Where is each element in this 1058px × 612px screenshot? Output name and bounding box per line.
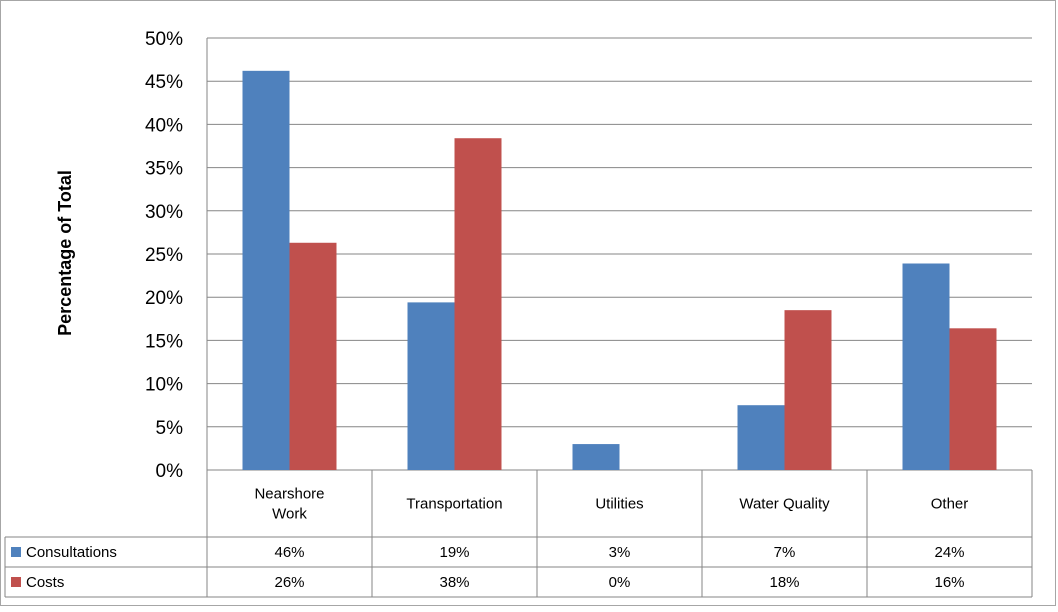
y-tick-label: 20%: [145, 288, 183, 309]
data-table: Nearshore Work Transportation Utilities Wate…: [4, 470, 1033, 598]
table-cell: 16%: [934, 574, 964, 591]
table-cell: 3%: [609, 544, 631, 561]
category-label: Other: [931, 496, 969, 513]
bar-consultations: [737, 405, 785, 470]
bar-costs: [454, 138, 502, 470]
y-tick-label: 45%: [145, 72, 183, 93]
y-tick-label: 10%: [145, 375, 183, 396]
table-cell: 19%: [439, 544, 469, 561]
y-axis-ticks: 0% 5% 10% 15% 20% 25% 30% 35% 40% 45% 50%: [145, 29, 183, 482]
y-tick-label: 35%: [145, 159, 183, 180]
bar-consultations: [242, 70, 290, 470]
y-axis-label: Percentage of Total: [55, 170, 75, 336]
y-tick-label: 15%: [145, 331, 183, 352]
gridlines: [206, 37, 1032, 471]
y-tick-label: 25%: [145, 245, 183, 266]
table-cell: 18%: [769, 574, 799, 591]
bar-costs: [784, 310, 832, 470]
table-cell: 46%: [274, 544, 304, 561]
table-cell: 7%: [774, 544, 796, 561]
category-label: Work: [272, 506, 307, 523]
bar-consultations: [902, 263, 950, 470]
bar-costs: [949, 328, 997, 470]
bar-consultations: [572, 444, 620, 470]
y-tick-label: 40%: [145, 115, 183, 136]
category-label: Nearshore: [254, 486, 324, 503]
category-label: Transportation: [406, 496, 502, 513]
table-cell: 0%: [609, 574, 631, 591]
table-cell: 38%: [439, 574, 469, 591]
legend-label: Consultations: [26, 544, 117, 561]
y-tick-label: 30%: [145, 202, 183, 223]
legend-swatch: [11, 577, 21, 587]
y-tick-label: 0%: [156, 461, 184, 482]
bar-costs: [289, 242, 337, 470]
category-label: Utilities: [595, 496, 643, 513]
legend-swatch: [11, 547, 21, 557]
table-cell: 24%: [934, 544, 964, 561]
category-label: Water Quality: [739, 496, 830, 513]
y-tick-label: 50%: [145, 29, 183, 50]
legend-label: Costs: [26, 574, 64, 591]
table-cell: 26%: [274, 574, 304, 591]
bar-consultations: [407, 302, 455, 470]
y-tick-label: 5%: [156, 418, 184, 439]
bars: [242, 70, 997, 470]
